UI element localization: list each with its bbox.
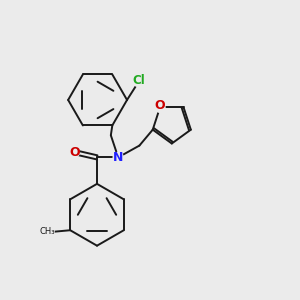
Circle shape	[69, 147, 79, 158]
Text: CH₃: CH₃	[40, 227, 55, 236]
Circle shape	[155, 102, 165, 112]
Text: N: N	[113, 151, 123, 164]
Text: O: O	[69, 146, 80, 159]
Circle shape	[41, 225, 54, 238]
Circle shape	[133, 75, 145, 87]
Text: Cl: Cl	[132, 74, 145, 87]
Circle shape	[113, 152, 123, 162]
Text: O: O	[155, 99, 165, 112]
